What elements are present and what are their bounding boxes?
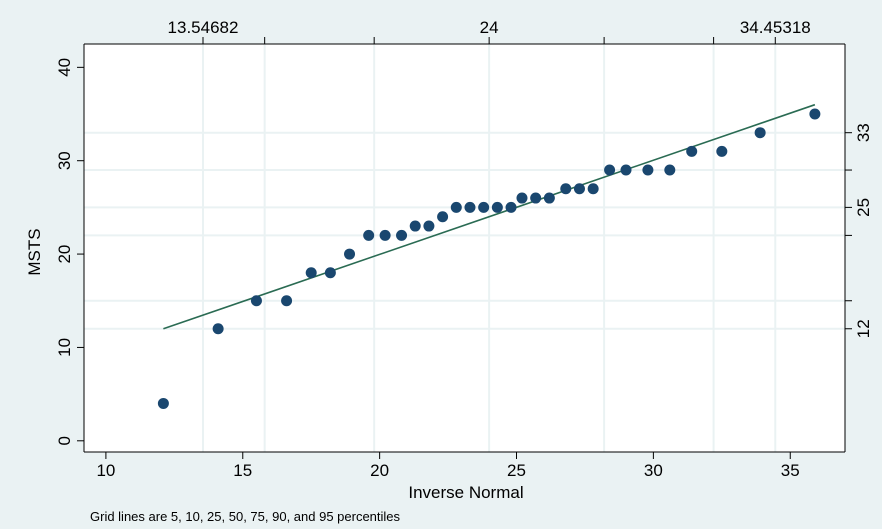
- x-tick-label: 15: [233, 461, 252, 480]
- data-point: [450, 201, 462, 213]
- data-point: [305, 267, 317, 279]
- data-point: [516, 192, 528, 204]
- x-tick-label: 35: [781, 461, 800, 480]
- data-point: [344, 248, 356, 260]
- data-point: [281, 295, 293, 307]
- data-point: [530, 192, 542, 204]
- data-point: [809, 108, 821, 120]
- data-point: [587, 183, 599, 195]
- data-point: [573, 183, 585, 195]
- data-point: [212, 323, 224, 335]
- fit-line: [163, 103, 816, 330]
- data-point: [491, 201, 503, 213]
- data-point: [423, 220, 435, 232]
- data-point: [464, 201, 476, 213]
- data-point: [409, 220, 421, 232]
- data-point: [620, 164, 632, 176]
- data-points: [157, 108, 821, 409]
- x-tick-label: 10: [96, 461, 115, 480]
- y-tick-label: 0: [55, 436, 74, 445]
- data-point: [664, 164, 676, 176]
- data-point: [437, 211, 449, 223]
- x-tick-label: 20: [370, 461, 389, 480]
- x-axis-label: Inverse Normal: [408, 483, 523, 502]
- data-point: [543, 192, 555, 204]
- grid-note: Grid lines are 5, 10, 25, 50, 75, 90, an…: [90, 509, 401, 524]
- data-point: [560, 183, 572, 195]
- right-tick-label: 33: [854, 123, 873, 142]
- data-point: [157, 397, 169, 409]
- data-point: [505, 201, 517, 213]
- data-point: [324, 267, 336, 279]
- right-tick-label: 25: [854, 198, 873, 217]
- data-point: [604, 164, 616, 176]
- data-point: [396, 229, 408, 241]
- data-point: [379, 229, 391, 241]
- data-point: [716, 145, 728, 157]
- axes: 10 15 20 25 30 35 0 10 20 30 40 13.54682 24 34.45318 1…: [55, 18, 873, 480]
- y-tick-label: 20: [55, 245, 74, 264]
- top-tick-label: 24: [480, 18, 499, 37]
- plot-area: [84, 44, 845, 452]
- x-tick-label: 25: [507, 461, 526, 480]
- data-point: [363, 229, 375, 241]
- data-point: [686, 145, 698, 157]
- y-axis-label: MSTS: [25, 228, 44, 275]
- y-tick-label: 30: [55, 151, 74, 170]
- data-point: [754, 127, 766, 139]
- top-tick-label: 13.54682: [168, 18, 239, 37]
- right-tick-label: 12: [854, 319, 873, 338]
- data-point: [250, 295, 262, 307]
- data-point: [478, 201, 490, 213]
- y-tick-label: 40: [55, 58, 74, 77]
- y-tick-label: 10: [55, 338, 74, 357]
- top-tick-label: 34.45318: [740, 18, 811, 37]
- data-point: [642, 164, 654, 176]
- x-tick-label: 30: [644, 461, 663, 480]
